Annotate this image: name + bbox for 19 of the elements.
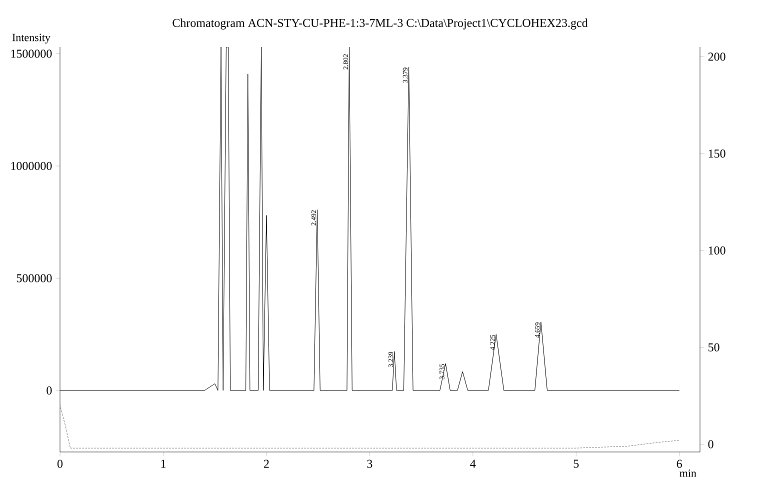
x-axis-title: min bbox=[680, 470, 696, 477]
x-tick-label: 1 bbox=[161, 460, 166, 468]
y-tick-label: 500000 bbox=[16, 274, 52, 282]
y-axis-title: Intensity bbox=[12, 34, 50, 44]
x-tick-label: 5 bbox=[574, 460, 579, 468]
x-tick-label: 6 bbox=[676, 460, 682, 468]
y-tick-label: 1500000 bbox=[11, 50, 52, 58]
x-tick-label: 2 bbox=[264, 460, 269, 468]
x-tick-label: 4 bbox=[470, 460, 476, 468]
y2-tick-label: 50 bbox=[708, 343, 720, 352]
y2-tick-label: 200 bbox=[708, 52, 726, 61]
chart-title: Chromatogram ACN-STY-CU-PHE-1:3-7ML-3 C:\Data\Project1\CYCLOHEX23.gcd bbox=[172, 18, 588, 30]
y2-tick-label: 0 bbox=[708, 440, 714, 448]
y2-tick-label: 100 bbox=[708, 246, 726, 254]
y-tick-label: 0 bbox=[46, 386, 52, 395]
x-tick-label: 3 bbox=[367, 460, 372, 468]
x-tick-label: 0 bbox=[57, 460, 63, 468]
y-tick-label: 1000000 bbox=[11, 162, 52, 170]
y2-tick-label: 150 bbox=[708, 150, 726, 158]
